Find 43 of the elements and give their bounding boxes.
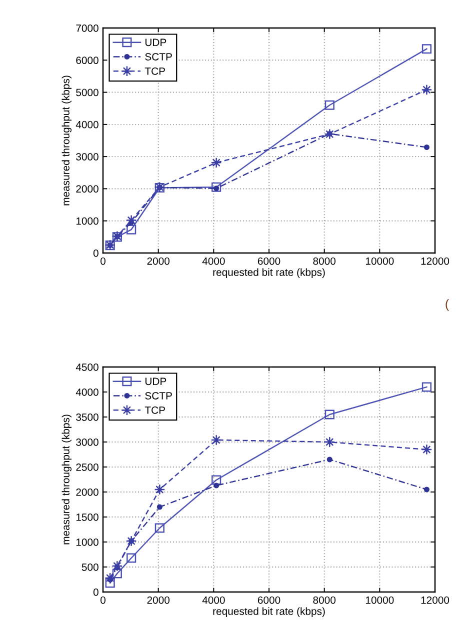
x-axis-title: requested bit rate (kbps) [213, 268, 325, 278]
y-tick-label: 500 [82, 564, 98, 571]
x-tick-label: 6000 [258, 257, 280, 265]
legend-label: TCP [144, 67, 165, 75]
legend-label: SCTP [145, 53, 172, 60]
x-tick-label: 4000 [202, 257, 225, 265]
x-tick-label: 2000 [147, 257, 170, 265]
y-tick-label: 1000 [76, 538, 98, 546]
y-tick-label: 1500 [76, 514, 98, 521]
y-tick-label: 0 [93, 588, 98, 596]
y-tick-label: 3000 [76, 438, 98, 446]
x-tick-label: 0 [100, 596, 106, 604]
y-tick-label: 2000 [76, 185, 98, 193]
y-tick-label: 5000 [76, 88, 98, 96]
y-tick-label: 4000 [76, 388, 98, 396]
x-tick-label: 0 [100, 257, 106, 265]
x-tick-label: 4000 [202, 596, 225, 604]
legend-label: UDP [145, 38, 166, 46]
y-tick-label: 4500 [76, 364, 98, 371]
y-axis-title: measured throughput (kbps) [62, 414, 72, 544]
y-tick-label: 0 [93, 250, 98, 257]
y-tick-label: 2500 [76, 464, 98, 471]
y-tick-label: 1000 [76, 217, 98, 225]
x-tick-label: 10000 [366, 596, 394, 604]
x-tick-label: 2000 [147, 596, 170, 604]
x-tick-label: 8000 [313, 596, 336, 604]
y-tick-label: 6000 [76, 56, 98, 64]
y-tick-label: 3000 [76, 153, 98, 160]
legend-label: UDP [145, 378, 166, 386]
x-tick-label: 8000 [313, 257, 336, 265]
y-tick-label: 7000 [76, 24, 98, 32]
y-tick-label: 2000 [76, 488, 98, 496]
legend-label: SCTP [145, 392, 172, 400]
x-axis-title: requested bit rate (kbps) [213, 607, 325, 617]
y-tick-label: 4000 [76, 120, 98, 128]
legend-label: TCP [144, 406, 165, 414]
y-axis-title: measured throughput (kbps) [62, 76, 72, 206]
x-tick-label: 12000 [421, 257, 450, 265]
y-tick-label: 3500 [76, 414, 98, 421]
x-tick-label: 12000 [421, 596, 450, 604]
x-tick-label: 10000 [366, 257, 394, 265]
x-tick-label: 6000 [258, 596, 280, 604]
text: ( [446, 299, 450, 311]
